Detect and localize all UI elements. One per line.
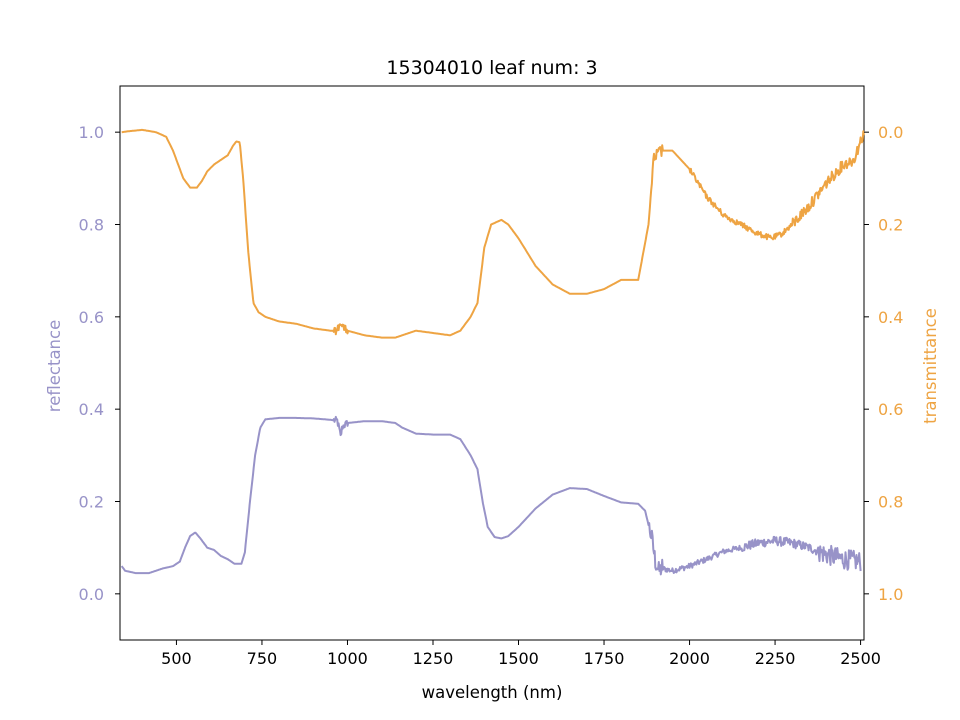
y-axis-right-label: transmittance: [921, 308, 940, 424]
x-tick-label: 1250: [413, 649, 454, 668]
y-right-tick-label: 0.8: [878, 493, 903, 512]
plot-frame: [119, 85, 865, 641]
x-tick-label: 1750: [584, 649, 625, 668]
y-right-tick-label: 0.0: [878, 123, 903, 142]
chart-title: 15304010 leaf num: 3: [386, 57, 597, 79]
x-tick-label: 1500: [498, 649, 539, 668]
y-left-tick-label: 1.0: [79, 123, 104, 142]
x-axis-label: wavelength (nm): [422, 683, 563, 702]
y-right-tick-label: 0.6: [878, 400, 903, 419]
y-axis-right: 0.0 0.2 0.4 0.6 0.8 1.0: [864, 123, 903, 604]
x-tick-label: 750: [247, 649, 278, 668]
series-layer: [120, 128, 865, 576]
x-tick-label: 1000: [327, 649, 368, 668]
x-tick-label: 2250: [755, 649, 796, 668]
x-tick-label: 2000: [669, 649, 710, 668]
reflectance-line: [120, 415, 862, 576]
x-axis: 500 750 1000 1250 1500 1750 2000 2250 2500: [161, 640, 881, 668]
transmittance-line: [121, 128, 865, 339]
x-tick-label: 500: [161, 649, 192, 668]
y-left-tick-label: 0.2: [79, 493, 104, 512]
y-axis-left: 0.0 0.2 0.4 0.6 0.8 1.0: [79, 123, 120, 604]
y-right-tick-label: 0.2: [878, 216, 903, 235]
y-right-tick-label: 1.0: [878, 585, 903, 604]
y-left-tick-label: 0.0: [79, 585, 104, 604]
y-left-tick-label: 0.4: [79, 400, 104, 419]
y-left-tick-label: 0.6: [79, 308, 104, 327]
y-right-tick-label: 0.4: [878, 308, 903, 327]
x-tick-label: 2500: [840, 649, 881, 668]
y-left-tick-label: 0.8: [79, 216, 104, 235]
y-axis-left-label: reflectance: [45, 320, 64, 412]
